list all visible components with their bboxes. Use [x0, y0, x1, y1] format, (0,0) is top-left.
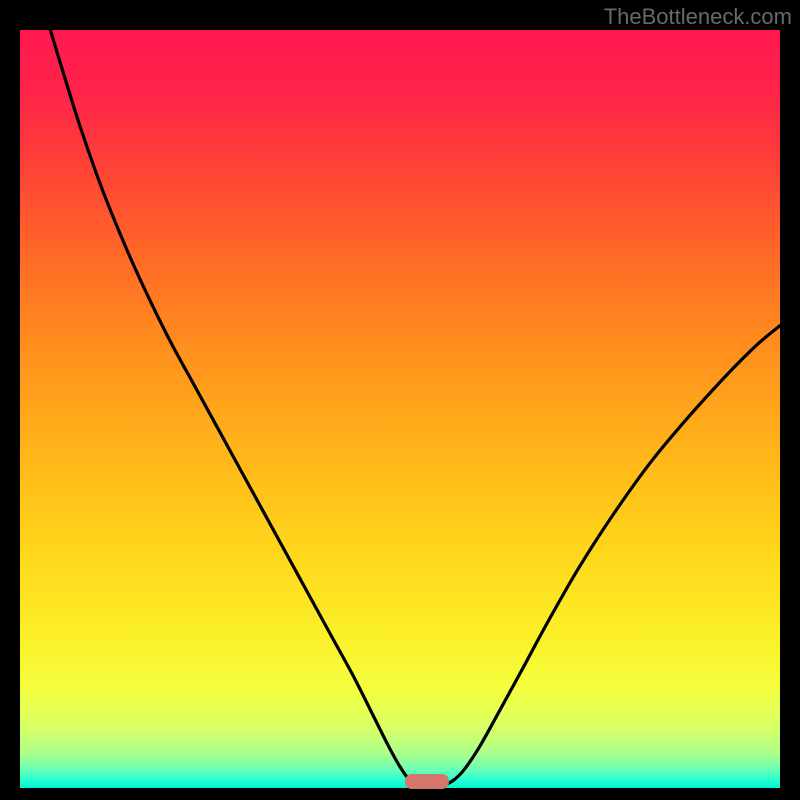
gradient-background [20, 30, 780, 788]
chart-container: TheBottleneck.com [0, 0, 800, 800]
minimum-marker [405, 774, 449, 789]
plot-area [20, 30, 780, 788]
watermark-text: TheBottleneck.com [604, 4, 792, 30]
